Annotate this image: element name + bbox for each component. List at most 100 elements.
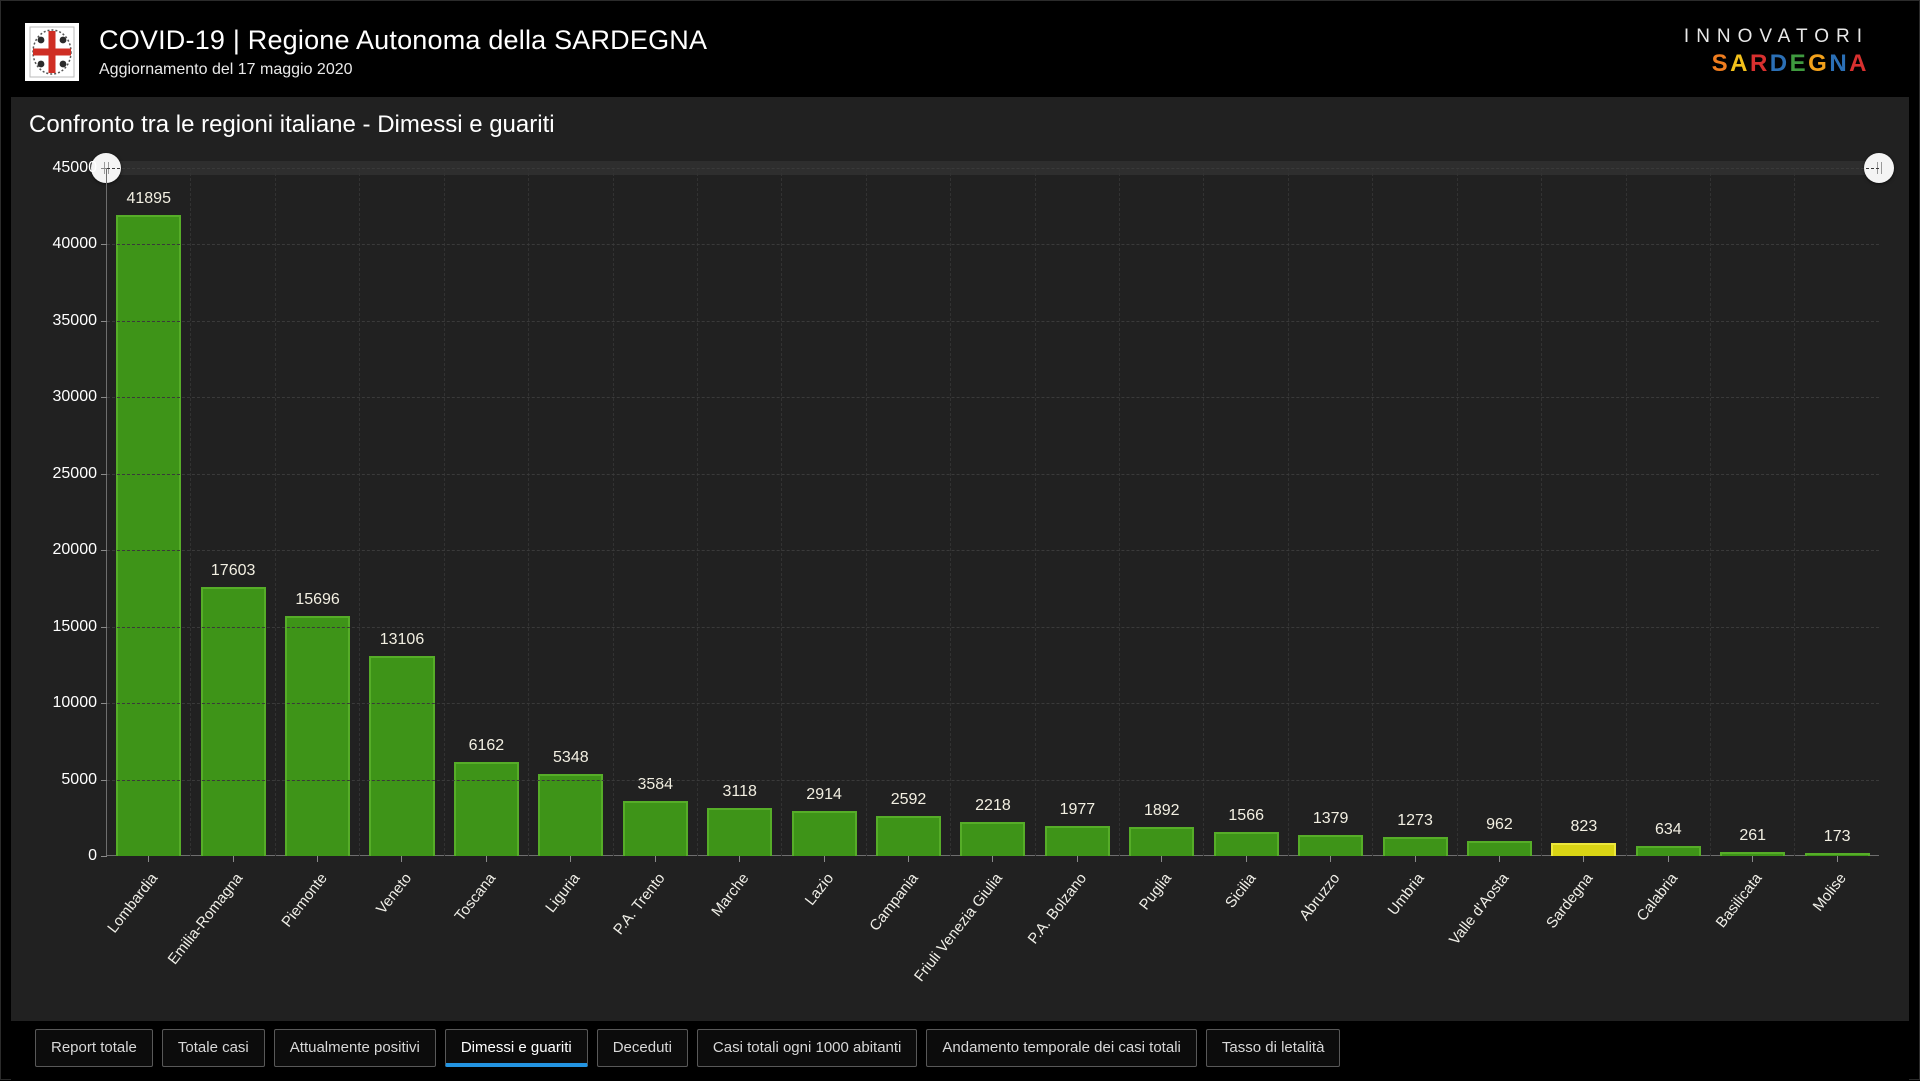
y-axis-label: 0 <box>88 847 97 864</box>
bar-puglia[interactable] <box>1129 827 1195 856</box>
h-gridline <box>107 626 1879 628</box>
bar-liguria[interactable] <box>538 774 604 856</box>
bar-slot-abruzzo: 1379 <box>1287 168 1372 856</box>
bar-value-label: 13106 <box>379 630 425 648</box>
bar-sardegna[interactable] <box>1551 843 1617 856</box>
x-axis-tick <box>148 856 150 862</box>
bar-umbria[interactable] <box>1382 836 1448 856</box>
h-gridline <box>107 168 1879 169</box>
bar-emilia-romagna[interactable] <box>200 586 266 856</box>
bar-veneto[interactable] <box>369 655 435 856</box>
bar-marche[interactable] <box>707 808 773 856</box>
bar-toscana[interactable] <box>453 761 519 856</box>
x-axis-tick <box>1836 856 1838 862</box>
y-axis-tick <box>101 168 107 169</box>
bar-value-label: 1273 <box>1397 811 1433 829</box>
brand-letter: N <box>1829 50 1850 77</box>
x-axis-label-liguria: Liguria <box>542 870 584 916</box>
x-slot-p-a-bolzano: P.A. Bolzano <box>1025 856 1119 1011</box>
tab-casi-totali-ogni-1000-abitanti[interactable]: Casi totali ogni 1000 abitanti <box>696 1029 918 1067</box>
y-axis-label: 40000 <box>52 235 98 253</box>
y-axis-label: 20000 <box>52 541 98 559</box>
x-axis-tick <box>1414 856 1416 862</box>
brand-letter: E <box>1789 50 1809 77</box>
bar-slot-p-a-bolzano: 1977 <box>1034 168 1119 856</box>
bar-value-label: 1892 <box>1143 802 1180 820</box>
y-axis-label: 45000 <box>52 159 98 176</box>
bars-container: 41895 17603 15696 13106 6162 5348 3584 3118 2914… <box>107 168 1879 856</box>
bar-p-a-trento[interactable] <box>622 801 688 856</box>
bar-slot-friuli-venezia-giulia: 2218 <box>950 168 1034 856</box>
bar-campania[interactable] <box>875 816 942 856</box>
bar-slot-calabria: 634 <box>1625 168 1710 856</box>
chart-panel: Confronto tra le regioni italiane - Dime… <box>11 97 1909 1021</box>
bar-slot-molise: 173 <box>1794 168 1878 856</box>
x-axis-tick <box>1667 856 1669 862</box>
x-axis-label-sicilia: Sicilia <box>1221 870 1260 912</box>
plot-area: 41895 17603 15696 13106 6162 5348 3584 3118 2914… <box>53 159 1879 864</box>
bar-value-label: 1566 <box>1228 807 1264 825</box>
x-slot-piemonte: Piemonte <box>275 856 359 1011</box>
bar-value-label: 2218 <box>975 797 1011 815</box>
y-axis-label: 30000 <box>52 388 98 406</box>
header: COVID-19 | Regione Autonoma della SARDEG… <box>11 11 1909 97</box>
x-slot-liguria: Liguria <box>528 856 612 1011</box>
x-slot-calabria: Calabria <box>1626 856 1710 1011</box>
h-gridline <box>107 550 1879 552</box>
x-axis-tick <box>992 856 994 862</box>
y-axis-label: 5000 <box>61 770 97 788</box>
x-axis-tick <box>232 856 234 862</box>
bar-slot-toscana: 6162 <box>443 168 528 856</box>
y-axis-tick <box>101 550 107 552</box>
bar-lazio[interactable] <box>791 811 857 856</box>
bar-basilicata[interactable] <box>1720 852 1786 856</box>
header-text: COVID-19 | Regione Autonoma della SARDEG… <box>99 25 1684 79</box>
bar-value-label: 2914 <box>806 786 842 804</box>
innovatori-sardegna-logo: INNOVATORI SARDEGNA <box>1684 26 1895 78</box>
tab-andamento-temporale-dei-casi-totali[interactable]: Andamento temporale dei casi totali <box>926 1029 1197 1067</box>
y-axis-tick <box>101 397 107 399</box>
x-axis-tick <box>1330 856 1332 862</box>
x-axis-tick <box>1583 856 1585 862</box>
h-gridline <box>107 779 1879 781</box>
bar-lombardia[interactable] <box>116 215 182 856</box>
page-title: COVID-19 | Regione Autonoma della SARDEG… <box>99 25 708 55</box>
x-axis-label-basilicata: Basilicata <box>1712 870 1766 932</box>
bar-slot-marche: 3118 <box>696 168 781 856</box>
y-axis-label: 35000 <box>52 311 98 329</box>
x-axis-tick <box>1498 856 1500 862</box>
bar-sicilia[interactable] <box>1213 832 1279 856</box>
tab-report-totale[interactable]: Report totale <box>35 1029 153 1067</box>
x-slot-sardegna: Sardegna <box>1541 856 1625 1011</box>
bar-slot-umbria: 1273 <box>1372 168 1456 856</box>
bar-value-label: 1379 <box>1312 809 1349 827</box>
tab-attualmente-positivi[interactable]: Attualmente positivi <box>273 1029 436 1067</box>
x-axis-tick <box>908 856 909 862</box>
x-axis-tick <box>570 856 572 862</box>
grip-icon <box>1880 162 1882 174</box>
x-axis-label-piemonte: Piemonte <box>278 870 331 931</box>
bar-valle-d-aosta[interactable] <box>1466 841 1532 856</box>
bar-p-a-bolzano[interactable] <box>1044 825 1110 856</box>
x-axis-label-toscana: Toscana <box>451 870 500 925</box>
tab-deceduti[interactable]: Deceduti <box>596 1029 688 1067</box>
bar-calabria[interactable] <box>1635 846 1701 856</box>
x-axis-tick <box>401 856 403 862</box>
x-axis-label-valle-d-aosta: Valle d'Aosta <box>1446 870 1513 949</box>
bar-slot-campania: 2592 <box>865 168 950 856</box>
x-axis-label-abruzzo: Abruzzo <box>1296 870 1344 924</box>
bar-abruzzo[interactable] <box>1298 834 1364 856</box>
tab-tasso-di-letalit[interactable]: Tasso di letalità <box>1205 1029 1341 1067</box>
tab-dimessi-e-guariti[interactable]: Dimessi e guariti <box>444 1029 588 1067</box>
x-axis-label-marche: Marche <box>708 870 753 920</box>
bar-value-label: 41895 <box>126 190 171 208</box>
bar-friuli-venezia-giulia[interactable] <box>960 822 1026 856</box>
bar-piemonte[interactable] <box>285 616 351 856</box>
bar-slot-p-a-trento: 3584 <box>612 168 697 856</box>
x-slot-abruzzo: Abruzzo <box>1288 856 1372 1011</box>
x-axis-tick <box>1245 856 1247 862</box>
x-axis-tick <box>485 856 487 862</box>
tab-totale-casi[interactable]: Totale casi <box>161 1029 265 1067</box>
y-axis-label: 25000 <box>52 464 98 482</box>
bar-molise[interactable] <box>1804 853 1870 856</box>
